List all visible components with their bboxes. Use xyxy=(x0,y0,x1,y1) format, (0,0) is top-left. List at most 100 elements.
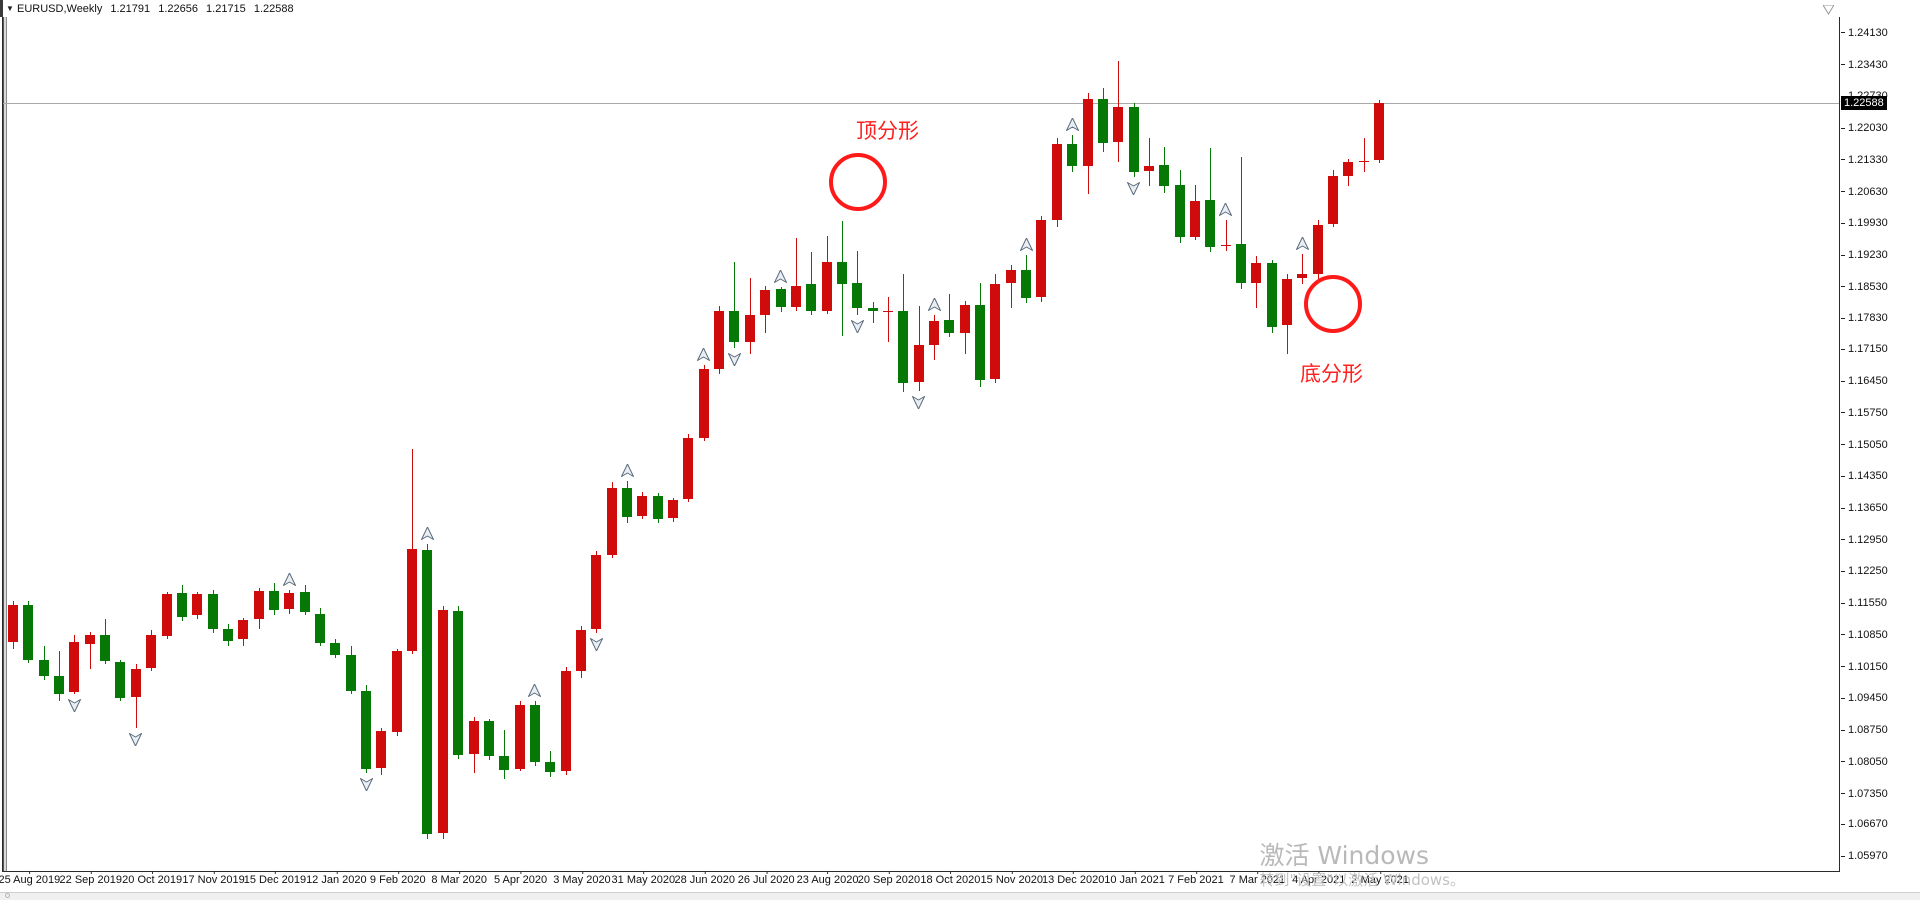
tick-mark xyxy=(1841,348,1845,350)
price-axis-tick: 1.18530 xyxy=(1841,281,1888,293)
price-axis-tick: 1.20630 xyxy=(1841,186,1888,198)
date-axis-tick-label: 15 Nov 2020 xyxy=(980,874,1043,886)
price-axis-tick-label: 1.10150 xyxy=(1848,660,1888,673)
tick-mark xyxy=(704,871,706,874)
price-axis-tick: 1.19930 xyxy=(1841,217,1888,229)
candle-body xyxy=(284,592,295,609)
price-axis-tick-label: 1.08750 xyxy=(1848,724,1888,737)
price-axis-tick-label: 1.17150 xyxy=(1848,343,1888,356)
scroll-handle-icon[interactable] xyxy=(5,893,10,898)
candle-body xyxy=(1036,220,1047,298)
date-axis-tick: 8 Mar 2020 xyxy=(431,871,487,886)
date-axis-tick-label: 28 Jun 2020 xyxy=(674,874,736,886)
price-axis-tick-label: 1.19230 xyxy=(1848,249,1888,261)
date-axis-tick-label: 10 Jan 2021 xyxy=(1104,874,1165,886)
fractal-up-arrow-icon xyxy=(528,683,542,697)
tick-mark xyxy=(29,871,31,874)
candle-body xyxy=(606,487,617,555)
date-axis-tick-label: 23 Aug 2020 xyxy=(796,874,859,886)
tick-mark xyxy=(1134,871,1136,874)
tick-mark xyxy=(1841,444,1845,446)
fractal-down-arrow-icon xyxy=(129,732,143,746)
tick-mark xyxy=(581,871,583,874)
date-axis-tick-label: 3 May 2020 xyxy=(553,874,611,886)
candle-body xyxy=(376,731,387,768)
date-axis-tick-label: 7 Feb 2021 xyxy=(1168,874,1224,886)
candle-body xyxy=(975,305,986,380)
date-axis-tick: 20 Oct 2019 xyxy=(122,871,182,886)
date-axis-tick-label: 17 Nov 2019 xyxy=(182,874,245,886)
date-axis-tick-label: 13 Dec 2020 xyxy=(1041,874,1105,886)
candle-body xyxy=(1205,199,1216,248)
chevron-down-icon[interactable]: ▼ xyxy=(6,4,14,13)
date-axis-tick-label: 26 Jul 2020 xyxy=(737,874,795,886)
price-axis-tick: 1.08050 xyxy=(1841,756,1888,768)
tick-mark xyxy=(1318,871,1320,874)
candle-body xyxy=(115,662,126,698)
price-axis[interactable]: 1.241301.234301.227301.220301.213301.206… xyxy=(1841,17,1920,872)
candle-body xyxy=(1251,263,1262,283)
date-axis-tick: 5 Apr 2020 xyxy=(494,871,547,886)
fractal-down-arrow-icon xyxy=(912,396,926,410)
titlebar-left-edge xyxy=(0,0,3,17)
tick-mark xyxy=(1841,571,1845,573)
candle-body xyxy=(422,550,433,835)
tick-mark xyxy=(90,871,92,874)
candle-body xyxy=(499,755,510,770)
date-axis-tick: 15 Nov 2020 xyxy=(980,871,1043,886)
date-axis[interactable]: 25 Aug 2019 22 Sep 2019 20 Oct 2019 17 Nov … xyxy=(0,871,1840,892)
date-axis-tick: 7 Feb 2021 xyxy=(1168,871,1224,886)
chart-plot-frame[interactable]: 顶分形 底分形 xyxy=(2,17,1840,872)
tick-mark xyxy=(336,871,338,874)
candle-wick xyxy=(89,631,91,669)
candle-body xyxy=(1021,269,1032,299)
tick-mark xyxy=(1841,380,1845,382)
chart-plot-area[interactable]: 顶分形 底分形 xyxy=(3,17,1839,871)
candle-body xyxy=(345,655,356,691)
candle-wick xyxy=(1241,156,1242,289)
fractal-up-arrow-icon xyxy=(282,572,296,586)
price-axis-tick-label: 1.16450 xyxy=(1848,375,1888,388)
tick-mark xyxy=(1841,32,1845,34)
candle-body xyxy=(1005,269,1016,283)
price-axis-tick-label: 1.07350 xyxy=(1848,787,1888,800)
tick-mark xyxy=(152,871,154,874)
candle-body xyxy=(898,310,909,384)
chart-titlebar: ▼ EURUSD,Weekly 1.21791 1.22656 1.21715 … xyxy=(0,0,1920,17)
price-axis-tick-label: 1.13650 xyxy=(1848,501,1888,514)
price-axis-tick: 1.14350 xyxy=(1841,470,1888,482)
candle-body xyxy=(744,315,755,342)
tick-mark xyxy=(888,871,890,874)
date-axis-tick: 17 Nov 2019 xyxy=(182,871,245,886)
candle-body xyxy=(1082,98,1093,166)
date-axis-tick-label: 20 Sep 2020 xyxy=(857,874,921,886)
candle-body xyxy=(990,283,1001,379)
date-axis-tick: 25 Aug 2019 xyxy=(0,871,61,886)
candle-body xyxy=(268,590,279,610)
tick-mark xyxy=(1841,254,1845,256)
tick-mark xyxy=(1841,191,1845,193)
price-axis-tick: 1.16450 xyxy=(1841,375,1888,387)
candle-body xyxy=(560,671,571,771)
candle-body xyxy=(545,761,556,773)
tick-mark xyxy=(1073,871,1075,874)
tick-mark xyxy=(459,871,461,874)
candle-body xyxy=(867,308,878,311)
price-axis-tick-label: 1.10850 xyxy=(1848,628,1888,641)
annotation-label-bottom-fractal: 底分形 xyxy=(1300,362,1363,386)
candle-body xyxy=(1282,279,1293,326)
date-axis-tick-label: 25 Aug 2019 xyxy=(0,874,61,886)
candle-body xyxy=(852,282,863,309)
candle-body xyxy=(1266,263,1277,327)
candle-body xyxy=(1220,245,1231,247)
candle-body xyxy=(1128,106,1139,173)
candle-body xyxy=(1358,161,1369,163)
candle-wick xyxy=(1363,138,1365,173)
candle-body xyxy=(207,594,218,629)
candle-body xyxy=(1159,164,1170,187)
fractal-up-arrow-icon xyxy=(620,463,634,477)
price-axis-tick-label: 1.12950 xyxy=(1848,533,1888,546)
tick-mark xyxy=(274,871,276,874)
date-axis-tick-label: 7 Mar 2021 xyxy=(1229,874,1286,886)
price-axis-tick-label: 1.12250 xyxy=(1848,565,1888,578)
